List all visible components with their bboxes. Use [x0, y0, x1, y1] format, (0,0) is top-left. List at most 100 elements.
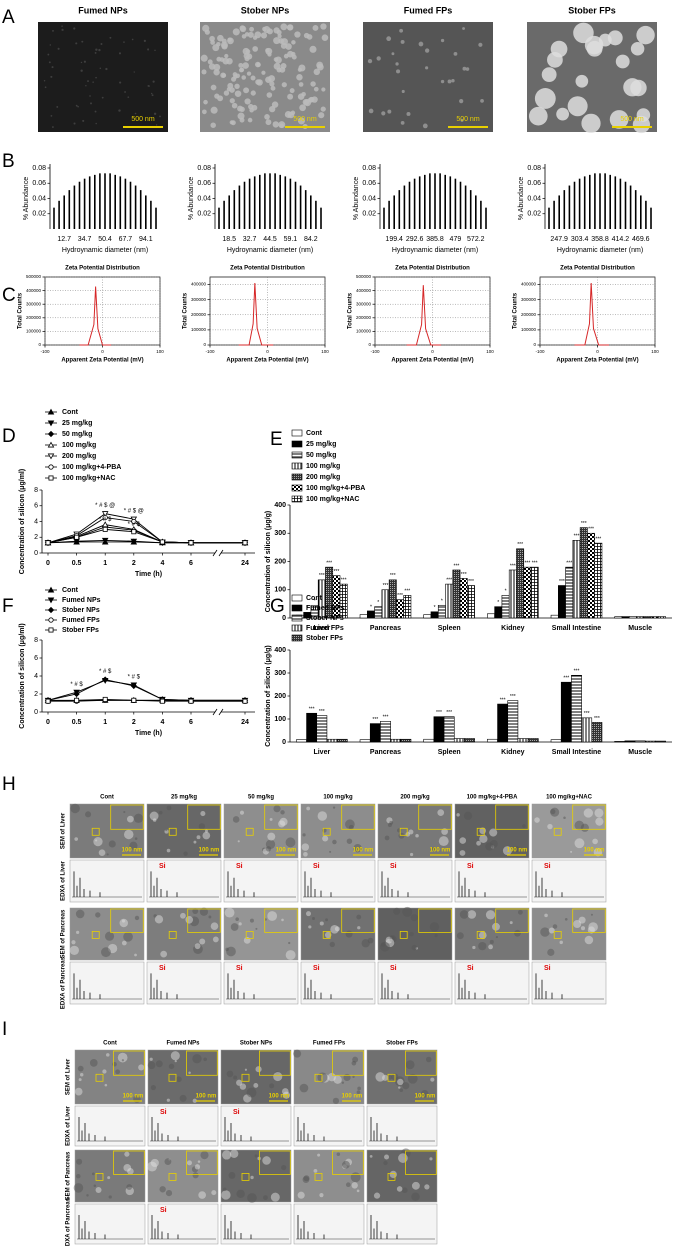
texture [149, 1057, 153, 1061]
legend-label: 50 mg/kg [306, 452, 336, 459]
element-label: Si [467, 965, 474, 972]
significance: * [497, 600, 499, 606]
texture [550, 40, 568, 58]
column-header: Cont [100, 795, 114, 801]
texture [384, 1154, 390, 1160]
x-tick-label: 18.5 [222, 236, 236, 243]
bar [487, 613, 495, 619]
texture [81, 40, 84, 43]
texture [495, 935, 499, 939]
axis-break [212, 708, 218, 716]
texture [48, 61, 51, 64]
texture [118, 52, 122, 55]
texture [241, 75, 246, 80]
texture [75, 909, 85, 919]
point-marker [242, 540, 248, 546]
x-tick-label: 292.6 [406, 236, 424, 243]
point-marker [242, 698, 248, 704]
zoom-inset [110, 804, 144, 830]
panel-label: D [2, 426, 16, 447]
texture [552, 924, 558, 929]
texture [255, 927, 258, 930]
y-tick-label: 200000 [26, 315, 42, 320]
texture [193, 840, 197, 844]
significance: * # $ [70, 682, 83, 688]
legend-marker [47, 441, 55, 448]
legend-swatch [291, 634, 303, 642]
texture [87, 80, 89, 82]
x-tick-label: Kidney [501, 749, 524, 756]
texture [158, 810, 163, 815]
x-axis-label: Hydroynamic diameter (nm) [62, 247, 148, 254]
significance: *** [383, 583, 389, 589]
texture [209, 35, 215, 42]
texture [90, 102, 93, 105]
y-tick-label: 200000 [356, 315, 372, 320]
texture [351, 1182, 358, 1189]
texture [143, 39, 146, 42]
y-tick-label: 0 [368, 342, 371, 347]
y-axis-label: Total Counts [183, 292, 189, 329]
texture [402, 1082, 410, 1090]
point-marker [101, 521, 109, 528]
texture [133, 813, 144, 823]
significance: * # $ [99, 517, 112, 523]
x-tick-label: 34.7 [78, 236, 92, 243]
texture [220, 41, 228, 49]
texture [229, 1149, 239, 1158]
texture [636, 108, 651, 122]
bar [581, 717, 593, 743]
panel-label: B [2, 151, 15, 172]
x-tick-label: 303.4 [571, 236, 589, 243]
texture [255, 79, 261, 85]
texture [227, 37, 234, 45]
point-marker [130, 682, 137, 690]
texture [44, 86, 47, 89]
texture [247, 31, 254, 38]
y-axis-label: % Abundance [23, 177, 30, 220]
column-header: 25 mg/kg [171, 795, 197, 801]
texture [243, 52, 251, 60]
texture [399, 28, 404, 33]
texture [438, 836, 449, 847]
sem-image [74, 1049, 146, 1105]
x-axis-label: Apparent Zeta Potential (mV) [226, 358, 308, 364]
texture [119, 81, 122, 84]
x-tick-label: 100 [486, 349, 494, 354]
legend-label: 100 mg/kg [62, 442, 96, 449]
legend-label: 100 mg/kg+4-PBA [62, 464, 121, 471]
texture [50, 75, 53, 78]
texture [425, 66, 429, 70]
edxa-spectrum [454, 859, 530, 903]
significance: *** [510, 563, 516, 569]
sem-image [74, 1149, 146, 1203]
x-axis-label: Hydroynamic diameter (nm) [557, 247, 643, 254]
bar [550, 614, 559, 619]
texture [396, 69, 401, 74]
texture [251, 104, 258, 111]
texture [198, 1191, 207, 1199]
texture [166, 848, 171, 853]
texture [269, 81, 275, 87]
x-tick-label: 0 [431, 349, 434, 354]
texture [321, 34, 329, 41]
x-tick-label: 32.7 [243, 236, 257, 243]
bar [516, 548, 525, 619]
legend-label: Fumed NPs [306, 605, 345, 612]
texture [367, 58, 373, 64]
texture [200, 1151, 209, 1160]
legend-label: 100 mg/kg+NAC [62, 475, 116, 482]
texture [73, 122, 76, 125]
texture [186, 1160, 192, 1166]
zoom-inset [113, 1050, 145, 1076]
texture [460, 118, 464, 122]
texture [250, 75, 256, 81]
legend-label: Cont [306, 430, 323, 437]
texture [268, 75, 276, 83]
texture [302, 1176, 310, 1184]
y-tick-label: 8 [34, 487, 38, 494]
texture [239, 67, 245, 73]
texture [583, 808, 593, 818]
texture [75, 104, 78, 107]
bar [501, 595, 510, 619]
